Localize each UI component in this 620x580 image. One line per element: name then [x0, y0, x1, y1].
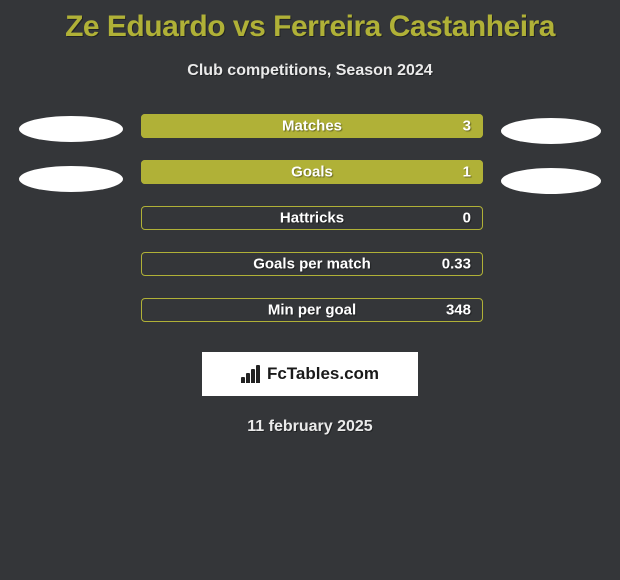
stat-bar: Goals 1: [141, 160, 483, 184]
bar-label: Matches: [282, 118, 342, 135]
avatar-column-right: [501, 114, 601, 194]
brand-text: FcTables.com: [267, 364, 379, 384]
bar-value: 3: [463, 118, 471, 135]
stat-bars: Matches 3 Goals 1 Hattricks 0 Goals per …: [141, 114, 483, 322]
avatar-left-1: [19, 116, 123, 142]
bar-chart-icon: [241, 365, 263, 383]
bar-value: 1: [463, 164, 471, 181]
avatar-left-2: [19, 166, 123, 192]
bar-label: Hattricks: [280, 210, 344, 227]
stat-bar: Min per goal 348: [141, 298, 483, 322]
bar-value: 348: [446, 302, 471, 319]
bar-label: Goals per match: [253, 256, 371, 273]
bar-value: 0.33: [442, 256, 471, 273]
page-title: Ze Eduardo vs Ferreira Castanheira: [0, 0, 620, 44]
avatar-right-1: [501, 118, 601, 144]
subtitle: Club competitions, Season 2024: [0, 62, 620, 80]
bar-label: Min per goal: [268, 302, 356, 319]
avatar-column-left: [19, 114, 123, 192]
date-caption: 11 february 2025: [0, 418, 620, 436]
bar-label: Goals: [291, 164, 333, 181]
stat-bar: Matches 3: [141, 114, 483, 138]
comparison-content: Matches 3 Goals 1 Hattricks 0 Goals per …: [0, 114, 620, 322]
stat-bar: Goals per match 0.33: [141, 252, 483, 276]
stat-bar: Hattricks 0: [141, 206, 483, 230]
brand-logo[interactable]: FcTables.com: [202, 352, 418, 396]
avatar-right-2: [501, 168, 601, 194]
bar-value: 0: [463, 210, 471, 227]
